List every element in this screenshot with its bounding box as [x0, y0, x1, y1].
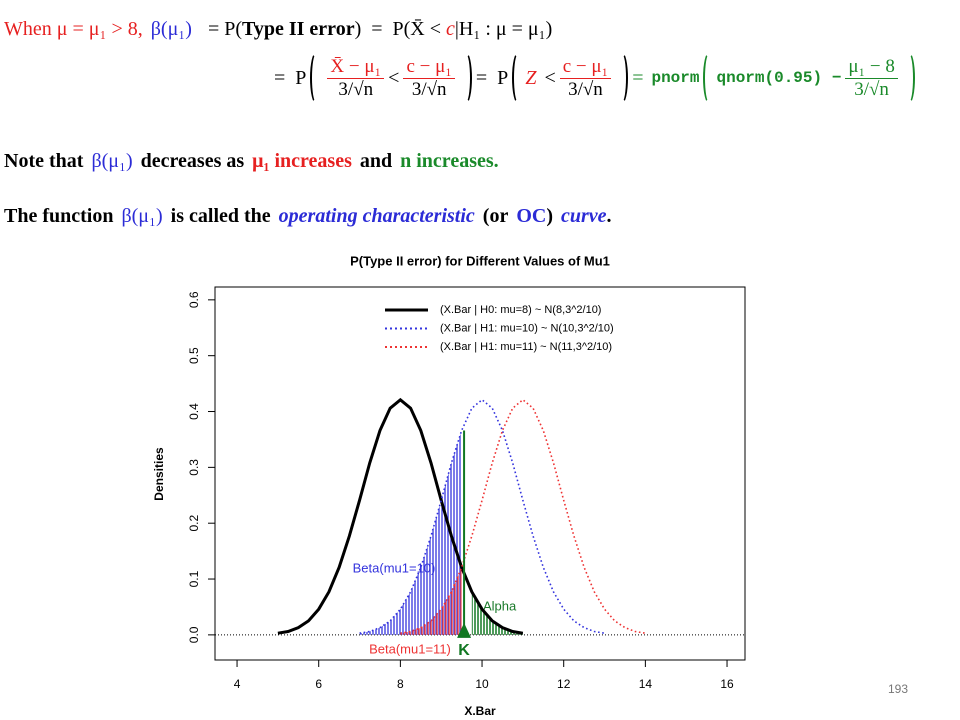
x-axis-label: X.Bar — [464, 704, 496, 718]
text: |H₁ : μ = μ₁) — [454, 18, 553, 40]
text: β(μ₁) — [91, 150, 133, 172]
hatch-area — [359, 430, 462, 635]
text: X̄ − μ₁ — [327, 56, 385, 79]
text: = P — [475, 66, 509, 89]
legend-label: (X.Bar | H0: mu=8) ~ N(8,3^2/10) — [440, 304, 601, 316]
text: ) — [546, 205, 553, 227]
text: operating characteristic — [278, 205, 475, 227]
text: < — [544, 66, 556, 89]
chart-title: P(Type II error) for Different Values of… — [350, 253, 610, 268]
text: = P — [274, 66, 307, 89]
text: Type II error — [242, 18, 355, 40]
plot-frame — [214, 286, 746, 661]
hatch-area — [400, 567, 462, 635]
text: pnorm — [651, 69, 700, 87]
text: . — [606, 205, 612, 227]
x-tick-label: 14 — [639, 677, 653, 691]
text: OC — [516, 205, 547, 227]
x-tick-label: 12 — [557, 677, 571, 691]
text: β(μ₁) — [121, 205, 163, 227]
density-curve — [277, 397, 524, 635]
text: (or — [482, 205, 509, 227]
text: curve — [561, 205, 607, 227]
y-axis-label: Densities — [152, 447, 166, 501]
text: ) = P(X̄ < — [354, 18, 447, 40]
hatch-area — [471, 591, 523, 635]
text: < — [388, 66, 400, 89]
x-tick-label: 16 — [720, 677, 734, 691]
text: 3/√n — [854, 78, 889, 100]
x-tick-label: 4 — [234, 677, 241, 691]
formula-line: When μ = μ₁ > 8, β(μ₁) = P( Type II erro… — [4, 18, 552, 41]
text: 3/√n — [568, 78, 603, 100]
y-tick-label: 0.6 — [187, 291, 201, 308]
text: decreases as — [140, 150, 245, 172]
text: μ₁ − 8 — [845, 56, 898, 79]
text: is called the — [170, 205, 271, 227]
text: β(μ₁) — [150, 18, 192, 40]
x-tick-label: 10 — [475, 677, 489, 691]
text: and — [359, 150, 393, 172]
text: = P( — [207, 18, 242, 40]
y-tick-label: 0.4 — [187, 403, 201, 420]
legend-label: (X.Bar | H1: mu=10) ~ N(10,3^2/10) — [440, 322, 614, 334]
text: c − μ₁ — [403, 56, 455, 79]
text: 3/√n — [338, 78, 374, 100]
note-line: Note that β(μ₁) decreases as μ₁ increase… — [4, 150, 499, 173]
annotation: Alpha — [483, 598, 517, 613]
text: c − μ₁ — [559, 56, 612, 79]
text: qnorm(0.95) − — [716, 69, 842, 87]
y-tick-label: 0.3 — [187, 459, 201, 476]
page-number: 193 — [888, 682, 908, 696]
y-tick-label: 0.2 — [187, 515, 201, 532]
annotation: Beta(mu1=10) — [353, 560, 436, 575]
text: = — [632, 66, 644, 89]
y-tick-label: 0.1 — [187, 570, 201, 587]
x-tick-label: 8 — [397, 677, 404, 691]
text: Z — [525, 66, 537, 89]
definition-line: The function β(μ₁) is called the operati… — [4, 205, 612, 228]
y-tick-label: 0.5 — [187, 347, 201, 364]
formula-line: = P X̄ − μ₁ 3/√n < c − μ₁ 3/√n = P Z < c −… — [274, 52, 919, 104]
text: 3/√n — [411, 78, 447, 100]
critical-label: K — [458, 642, 470, 659]
text: Note that — [4, 150, 84, 172]
x-tick-label: 6 — [315, 677, 322, 691]
text: c — [446, 18, 455, 40]
text: When μ = μ₁ > 8, — [4, 18, 143, 40]
legend-label: (X.Bar | H1: mu=11) ~ N(11,3^2/10) — [440, 341, 612, 353]
annotation: Beta(mu1=11) — [369, 641, 451, 656]
text: n increases. — [400, 150, 499, 172]
y-tick-label: 0.0 — [187, 626, 201, 643]
text: μ₁ increases — [252, 150, 352, 172]
text: The function — [4, 205, 114, 227]
